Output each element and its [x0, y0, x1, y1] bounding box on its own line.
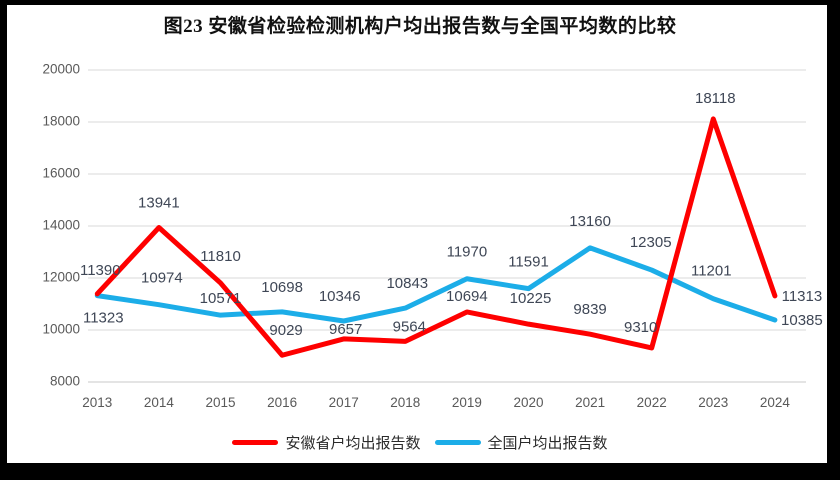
- y-axis-tick-label: 12000: [42, 270, 80, 285]
- frame-border-left: [0, 0, 7, 480]
- x-axis-tick-label: 2016: [267, 395, 297, 410]
- data-label: 10974: [141, 270, 183, 287]
- data-label: 9564: [393, 318, 426, 335]
- x-axis-tick-label: 2014: [144, 395, 175, 410]
- data-label: 11970: [447, 244, 488, 261]
- x-axis-tick-label: 2024: [760, 395, 791, 410]
- series-line-anhui: [94, 116, 778, 358]
- frame-border-right: [827, 0, 840, 480]
- x-axis-tick-label: 2017: [329, 395, 359, 410]
- legend-label-anhui: 安徽省户均出报告数: [285, 434, 421, 452]
- data-label: 13160: [569, 213, 611, 230]
- data-label: 11390: [80, 262, 121, 279]
- data-label: 10385: [781, 312, 823, 329]
- data-label: 11313: [782, 288, 823, 305]
- y-axis-tick-label: 18000: [42, 114, 80, 129]
- x-axis-tick-label: 2020: [513, 395, 543, 410]
- data-label: 12305: [630, 234, 672, 251]
- data-label: 9657: [329, 321, 362, 338]
- series-line-national: [94, 245, 778, 324]
- data-label: 9310: [624, 319, 657, 336]
- frame-border-bottom: [0, 463, 840, 480]
- legend-item-national: 全国户均出报告数: [434, 432, 608, 453]
- x-axis-tick-label: 2021: [575, 395, 605, 410]
- y-axis-tick-label: 20000: [42, 62, 80, 77]
- frame-border-top: [0, 0, 840, 5]
- legend-swatch-national: [434, 439, 481, 445]
- data-label: 10571: [200, 290, 242, 307]
- x-axis-tick-label: 2013: [82, 395, 112, 410]
- y-axis-tick-label: 8000: [50, 374, 80, 389]
- x-axis-tick-label: 2018: [390, 395, 420, 410]
- legend-swatch-anhui: [232, 439, 279, 445]
- y-axis-tick-label: 14000: [42, 218, 80, 233]
- data-label: 11591: [508, 254, 549, 271]
- legend-label-national: 全国户均出报告数: [487, 434, 608, 452]
- y-axis-tick-label: 16000: [42, 166, 80, 181]
- legend-item-anhui: 安徽省户均出报告数: [232, 432, 421, 453]
- chart-legend: 安徽省户均出报告数 全国户均出报告数: [0, 430, 840, 454]
- data-label: 18118: [695, 90, 736, 107]
- data-label: 10694: [446, 288, 488, 305]
- data-label: 11323: [83, 310, 124, 327]
- data-label: 11201: [691, 263, 732, 280]
- data-label: 13941: [138, 195, 180, 212]
- x-axis-tick-label: 2023: [698, 395, 728, 410]
- y-axis-tick-label: 10000: [42, 322, 80, 337]
- data-label: 10225: [510, 290, 552, 307]
- data-label: 9839: [573, 301, 606, 318]
- chart-title: 图23 安徽省检验检测机构户均出报告数与全国平均数的比较: [163, 16, 677, 37]
- x-axis-tick-label: 2022: [637, 395, 667, 410]
- data-label: 10843: [386, 275, 428, 292]
- data-label: 9029: [269, 322, 302, 339]
- data-label: 10698: [261, 279, 303, 296]
- x-axis-tick-label: 2019: [452, 395, 482, 410]
- data-label: 10346: [319, 288, 361, 305]
- data-label: 11810: [200, 248, 241, 265]
- x-axis-tick-label: 2015: [205, 395, 235, 410]
